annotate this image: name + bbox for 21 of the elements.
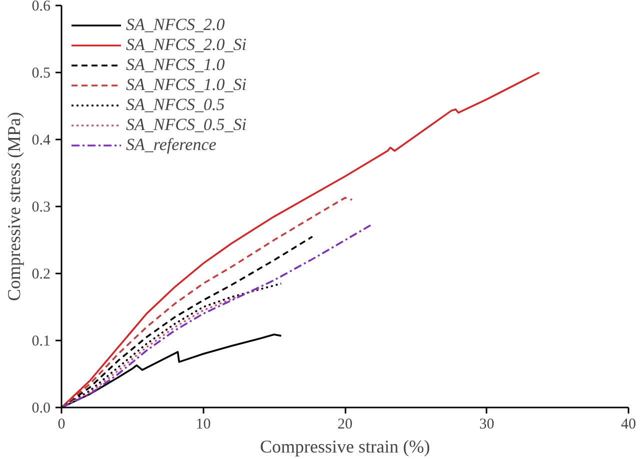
legend-label: SA_reference bbox=[126, 135, 216, 155]
x-tick-label: 40 bbox=[621, 416, 636, 432]
y-tick-label: 0.1 bbox=[32, 334, 50, 350]
x-tick-label: 30 bbox=[479, 416, 494, 432]
x-tick-label: 0 bbox=[58, 416, 66, 432]
y-tick-label: 0.6 bbox=[32, 0, 51, 14]
legend-label: SA_NFCS_2.0 bbox=[126, 15, 225, 35]
y-tick-label: 0.3 bbox=[32, 200, 50, 216]
y-tick-label: 0.0 bbox=[32, 400, 50, 416]
y-axis-title: Compressive stress (MPa) bbox=[4, 112, 24, 301]
legend-label: SA_NFCS_2.0_Si bbox=[126, 35, 246, 55]
x-tick-label: 10 bbox=[196, 416, 211, 432]
legend-label: SA_NFCS_1.0 bbox=[126, 55, 225, 75]
x-tick-label: 20 bbox=[338, 416, 352, 432]
legend-label: SA_NFCS_0.5_Si bbox=[126, 115, 246, 135]
x-axis-title: Compressive strain (%) bbox=[260, 436, 430, 456]
y-tick-label: 0.2 bbox=[32, 266, 50, 282]
y-tick-label: 0.5 bbox=[32, 66, 50, 82]
y-tick-label: 0.4 bbox=[32, 132, 51, 148]
legend-label: SA_NFCS_0.5 bbox=[126, 95, 225, 115]
legend-label: SA_NFCS_1.0_Si bbox=[126, 75, 246, 95]
